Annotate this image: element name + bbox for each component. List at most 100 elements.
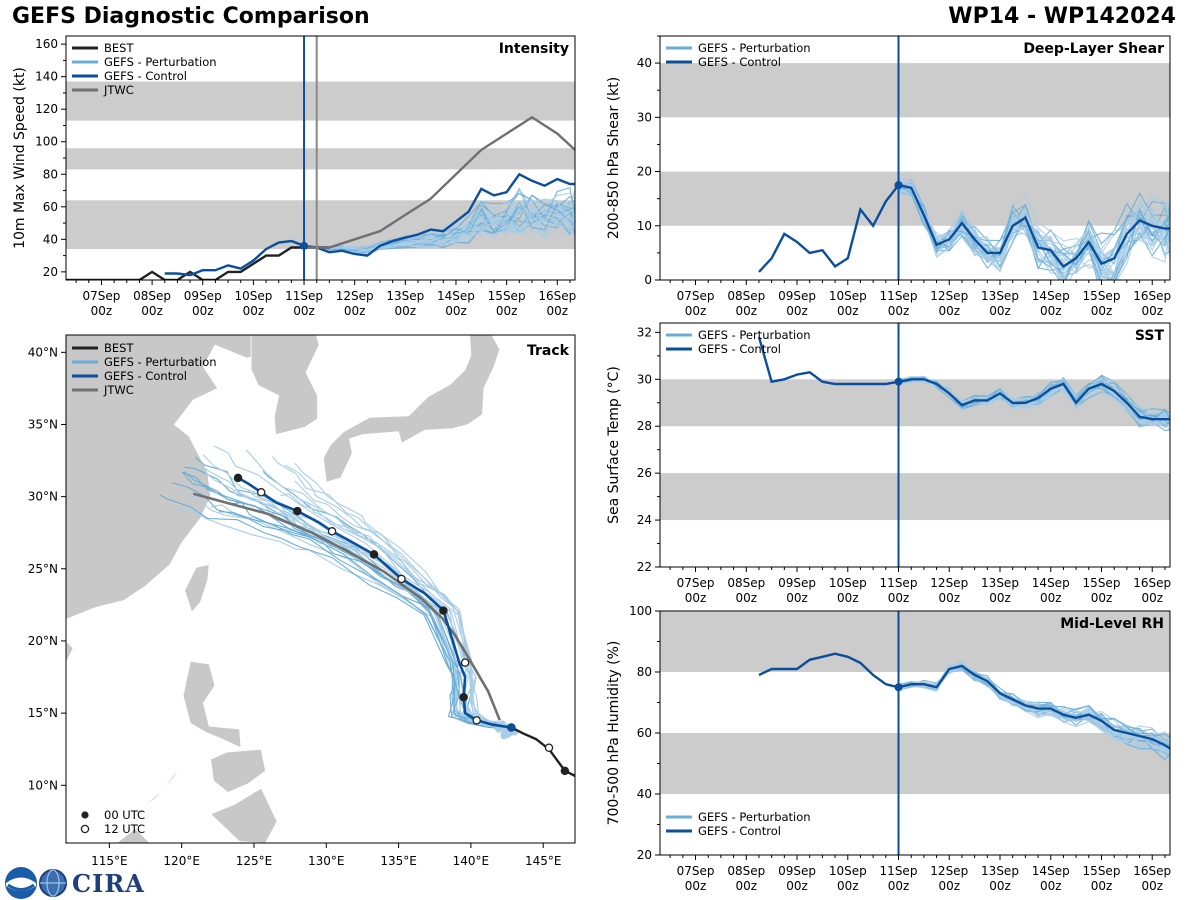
sst-xtick-day-label: 07Sep bbox=[677, 576, 715, 590]
intensity-band bbox=[66, 81, 575, 121]
shear-xtick-hour-label: 00z bbox=[786, 304, 808, 318]
intensity-perturbation-line bbox=[303, 198, 575, 251]
intensity-ytick-label: 20 bbox=[43, 265, 58, 279]
rh-xtick-day-label: 10Sep bbox=[829, 864, 867, 878]
track-xtick-label: 120°E bbox=[163, 854, 200, 868]
track-panel-title: Track bbox=[527, 343, 570, 359]
rh-gefs-control-line bbox=[758, 652, 1170, 750]
shear-ytick-label: 20 bbox=[637, 165, 652, 179]
shear-xtick-day-label: 09Sep bbox=[778, 289, 816, 303]
sst-xtick-hour-label: 00z bbox=[837, 591, 859, 605]
shear-xtick-day-label: 11Sep bbox=[880, 289, 918, 303]
rh-ytick-label: 60 bbox=[637, 726, 652, 740]
storm-id-title: WP14 - WP142024 bbox=[948, 4, 1176, 29]
track-perturbation-line bbox=[280, 493, 510, 731]
rh-xtick-hour-label: 00z bbox=[735, 879, 757, 893]
track-jtwc-line bbox=[192, 492, 502, 721]
rh-ytick-label: 40 bbox=[637, 787, 652, 801]
shear-xtick-hour-label: 00z bbox=[938, 304, 960, 318]
intensity-gefs-control-line bbox=[164, 172, 575, 277]
intensity-legend-label: GEFS - Perturbation bbox=[104, 55, 217, 69]
shear-frame bbox=[659, 35, 1171, 281]
intensity-init-point bbox=[300, 241, 309, 250]
rh-xtick-day-label: 08Sep bbox=[727, 864, 765, 878]
globe-icon bbox=[39, 869, 67, 897]
track-init-point bbox=[507, 723, 516, 732]
rh-ytick-label: 20 bbox=[637, 848, 652, 862]
track-perturbation-line bbox=[172, 482, 516, 732]
shear-perturbation-line bbox=[898, 180, 1170, 276]
sst-band bbox=[660, 473, 1170, 521]
rh-plot-area bbox=[660, 611, 1170, 794]
sst-panel-title: SST bbox=[1135, 328, 1165, 344]
intensity-xtick-day-label: 13Sep bbox=[386, 289, 424, 303]
shear-init-point bbox=[894, 181, 903, 190]
sst-legend-label: GEFS - Control bbox=[698, 342, 781, 356]
rh-xtick-day-label: 15Sep bbox=[1083, 864, 1121, 878]
rh-xtick-hour-label: 00z bbox=[1091, 879, 1113, 893]
track-control-00utc-marker bbox=[293, 506, 302, 516]
track-perturbation-line bbox=[183, 471, 512, 726]
sst-xtick-hour-label: 00z bbox=[989, 591, 1011, 605]
rh-xtick-hour-label: 00z bbox=[837, 879, 859, 893]
shear-xtick-day-label: 07Sep bbox=[677, 289, 715, 303]
rh-legend-label: GEFS - Control bbox=[698, 824, 781, 838]
track-xtick-label: 140°E bbox=[453, 854, 490, 868]
sst-xtick-hour-label: 00z bbox=[786, 591, 808, 605]
sst-xtick-day-label: 10Sep bbox=[829, 576, 867, 590]
track-legend-label: GEFS - Perturbation bbox=[104, 355, 217, 369]
shear-ylabel: 200-850 hPa Shear (kt) bbox=[606, 77, 622, 239]
track-ytick-label: 10°N bbox=[28, 778, 58, 792]
track-legend-label: JTWC bbox=[103, 383, 134, 397]
shear-ytick-label: 10 bbox=[637, 219, 652, 233]
sst-ytick-label: 22 bbox=[637, 560, 652, 574]
sst-xtick-day-label: 13Sep bbox=[981, 576, 1019, 590]
track-best-line bbox=[510, 726, 575, 778]
track-perturbation-line bbox=[284, 464, 508, 725]
rh-xtick-day-label: 16Sep bbox=[1133, 864, 1171, 878]
shear-xtick-day-label: 08Sep bbox=[727, 289, 765, 303]
intensity-ytick-label: 160 bbox=[35, 37, 58, 51]
shear-legend-label: GEFS - Control bbox=[698, 55, 781, 69]
palawan-shape bbox=[140, 766, 181, 809]
intensity-xtick-day-label: 16Sep bbox=[538, 289, 576, 303]
hainan-edge-shape bbox=[66, 640, 74, 663]
sst-xtick-hour-label: 00z bbox=[938, 591, 960, 605]
track-xtick-label: 145°E bbox=[525, 854, 562, 868]
track-legend-12utc-label: 12 UTC bbox=[104, 822, 145, 836]
rh-ytick-label: 100 bbox=[629, 604, 652, 618]
intensity-ytick-label: 80 bbox=[43, 167, 58, 181]
visayas-shape bbox=[210, 748, 267, 793]
shear-panel: 01020304007Sep00z08Sep00z09Sep00z10Sep00… bbox=[606, 35, 1171, 318]
intensity-legend-label: GEFS - Control bbox=[104, 69, 187, 83]
intensity-jtwc-line bbox=[304, 115, 575, 249]
sst-ytick-label: 26 bbox=[637, 466, 652, 480]
shear-xtick-day-label: 13Sep bbox=[981, 289, 1019, 303]
intensity-xtick-hour-label: 00z bbox=[91, 304, 113, 318]
shear-panel-title: Deep-Layer Shear bbox=[1023, 41, 1164, 57]
sst-xtick-day-label: 14Sep bbox=[1032, 576, 1070, 590]
sst-xtick-day-label: 09Sep bbox=[778, 576, 816, 590]
track-perturbation-line bbox=[183, 471, 509, 729]
shear-xtick-hour-label: 00z bbox=[735, 304, 757, 318]
sst-xtick-day-label: 12Sep bbox=[930, 576, 968, 590]
sst-panel: 22242628303207Sep00z08Sep00z09Sep00z10Se… bbox=[606, 322, 1171, 605]
track-control-00utc-marker bbox=[439, 606, 448, 615]
intensity-legend-label: JTWC bbox=[103, 83, 134, 97]
intensity-xtick-day-label: 11Sep bbox=[285, 289, 323, 303]
sst-xtick-hour-label: 00z bbox=[888, 591, 910, 605]
shear-perturbation-line bbox=[898, 185, 1170, 280]
sst-frame bbox=[659, 322, 1171, 568]
japan-shape bbox=[322, 335, 501, 483]
sst-gefs-control-line bbox=[757, 336, 1170, 421]
intensity-xtick-hour-label: 00z bbox=[445, 304, 467, 318]
sst-xtick-hour-label: 00z bbox=[1091, 591, 1113, 605]
rh-legend-label: GEFS - Perturbation bbox=[698, 810, 811, 824]
sst-xtick-day-label: 08Sep bbox=[727, 576, 765, 590]
shear-ytick-label: 0 bbox=[644, 273, 652, 287]
figure-title: GEFS Diagnostic Comparison bbox=[12, 4, 370, 29]
intensity-xtick-hour-label: 00z bbox=[496, 304, 518, 318]
track-perturbation-line bbox=[213, 445, 508, 730]
shear-xtick-day-label: 12Sep bbox=[930, 289, 968, 303]
